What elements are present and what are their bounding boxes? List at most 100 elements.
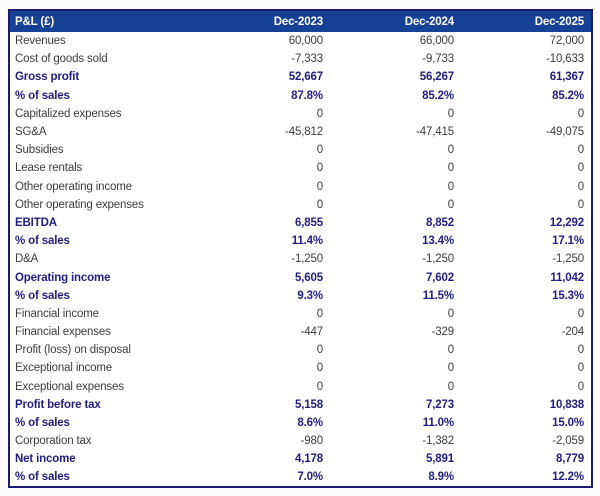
cell-value: -980 — [199, 432, 330, 451]
row-label: Net income — [9, 450, 199, 469]
cell-value: 8.6% — [199, 413, 330, 433]
cell-value: 0 — [330, 177, 461, 196]
cell-value: -7,333 — [199, 50, 330, 69]
cell-value: 11,042 — [461, 268, 592, 287]
table-row: % of sales 11.4% 13.4% 17.1% — [9, 232, 592, 251]
row-label: SG&A — [9, 122, 199, 142]
cell-value: 0 — [461, 304, 592, 323]
table-row: Exceptional income 0 0 0 — [9, 359, 592, 378]
cell-value: 11.5% — [330, 286, 461, 305]
cell-value: 15.0% — [461, 413, 592, 433]
row-label: Lease rentals — [9, 159, 199, 178]
cell-value: 12.2% — [461, 468, 592, 487]
cell-value: 12,292 — [461, 213, 592, 233]
cell-value: 9.3% — [199, 286, 330, 305]
table-row: D&A -1,250 -1,250 -1,250 — [9, 250, 592, 269]
table-row: EBITDA 6,855 8,852 12,292 — [9, 213, 592, 233]
cell-value: -45,812 — [199, 122, 330, 142]
cell-value: 56,267 — [330, 68, 461, 87]
cell-value: 0 — [199, 304, 330, 323]
cell-value: 0 — [461, 195, 592, 214]
cell-value: 0 — [199, 195, 330, 214]
cell-value: 5,605 — [199, 268, 330, 287]
cell-value: 15.3% — [461, 286, 592, 305]
row-label: % of sales — [9, 86, 199, 105]
cell-value: 4,178 — [199, 450, 330, 469]
cell-value: -47,415 — [330, 122, 461, 142]
pnl-table: P&L (£) Dec-2023 Dec-2024 Dec-2025 Revenue… — [8, 9, 593, 488]
table-title: P&L (£) — [9, 10, 199, 32]
row-label: Financial expenses — [9, 323, 199, 342]
column-header-dec-2025: Dec-2025 — [461, 10, 592, 32]
cell-value: 7.0% — [199, 468, 330, 487]
table-row: Financial income 0 0 0 — [9, 304, 592, 323]
cell-value: 7,273 — [330, 395, 461, 414]
cell-value: 0 — [199, 104, 330, 123]
cell-value: 0 — [461, 141, 592, 160]
cell-value: 0 — [199, 377, 330, 396]
row-label: % of sales — [9, 413, 199, 433]
table-row: Revenues 60,000 66,000 72,000 — [9, 32, 592, 51]
cell-value: 52,667 — [199, 68, 330, 87]
row-label: % of sales — [9, 286, 199, 305]
row-label: % of sales — [9, 468, 199, 487]
cell-value: 60,000 — [199, 32, 330, 51]
table-row: Capitalized expenses 0 0 0 — [9, 104, 592, 123]
cell-value: 0 — [330, 159, 461, 178]
cell-value: 0 — [199, 159, 330, 178]
table-row: % of sales 9.3% 11.5% 15.3% — [9, 286, 592, 305]
cell-value: -9,733 — [330, 50, 461, 69]
row-label: Subsidies — [9, 141, 199, 160]
row-label: Corporation tax — [9, 432, 199, 451]
cell-value: 87.8% — [199, 86, 330, 105]
cell-value: 0 — [461, 177, 592, 196]
table-row: Operating income 5,605 7,602 11,042 — [9, 268, 592, 287]
cell-value: 0 — [330, 141, 461, 160]
row-label: Exceptional income — [9, 359, 199, 378]
cell-value: 0 — [199, 359, 330, 378]
cell-value: -10,633 — [461, 50, 592, 69]
cell-value: 0 — [199, 177, 330, 196]
cell-value: 8,779 — [461, 450, 592, 469]
row-label: Profit before tax — [9, 395, 199, 414]
cell-value: 0 — [330, 341, 461, 360]
header-row: P&L (£) Dec-2023 Dec-2024 Dec-2025 — [9, 10, 592, 32]
cell-value: 5,891 — [330, 450, 461, 469]
column-header-dec-2023: Dec-2023 — [199, 10, 330, 32]
table-row: Other operating income 0 0 0 — [9, 177, 592, 196]
table-row: Cost of goods sold -7,333 -9,733 -10,633 — [9, 50, 592, 69]
cell-value: -1,250 — [199, 250, 330, 269]
cell-value: 0 — [199, 141, 330, 160]
table-row: % of sales 87.8% 85.2% 85.2% — [9, 86, 592, 105]
table-body: Revenues 60,000 66,000 72,000 Cost of goods … — [9, 32, 592, 487]
table-row: Financial expenses -447 -329 -204 — [9, 323, 592, 342]
cell-value: 10,838 — [461, 395, 592, 414]
pnl-table-container: P&L (£) Dec-2023 Dec-2024 Dec-2025 Revenue… — [8, 9, 593, 488]
table-row: Exceptional expenses 0 0 0 — [9, 377, 592, 396]
cell-value: 0 — [330, 304, 461, 323]
cell-value: 0 — [461, 159, 592, 178]
cell-value: 0 — [461, 359, 592, 378]
cell-value: 0 — [461, 377, 592, 396]
row-label: Other operating expenses — [9, 195, 199, 214]
table-row: Corporation tax -980 -1,382 -2,059 — [9, 432, 592, 451]
cell-value: -2,059 — [461, 432, 592, 451]
row-label: EBITDA — [9, 213, 199, 233]
row-label: Other operating income — [9, 177, 199, 196]
table-row: Other operating expenses 0 0 0 — [9, 195, 592, 214]
cell-value: 11.4% — [199, 232, 330, 251]
cell-value: -1,250 — [461, 250, 592, 269]
table-row: Gross profit 52,667 56,267 61,367 — [9, 68, 592, 87]
table-row: Net income 4,178 5,891 8,779 — [9, 450, 592, 469]
cell-value: 5,158 — [199, 395, 330, 414]
cell-value: 0 — [461, 341, 592, 360]
cell-value: 17.1% — [461, 232, 592, 251]
cell-value: 8,852 — [330, 213, 461, 233]
cell-value: 0 — [330, 377, 461, 396]
row-label: Exceptional expenses — [9, 377, 199, 396]
row-label: D&A — [9, 250, 199, 269]
cell-value: 85.2% — [330, 86, 461, 105]
row-label: % of sales — [9, 232, 199, 251]
cell-value: -204 — [461, 323, 592, 342]
cell-value: 7,602 — [330, 268, 461, 287]
